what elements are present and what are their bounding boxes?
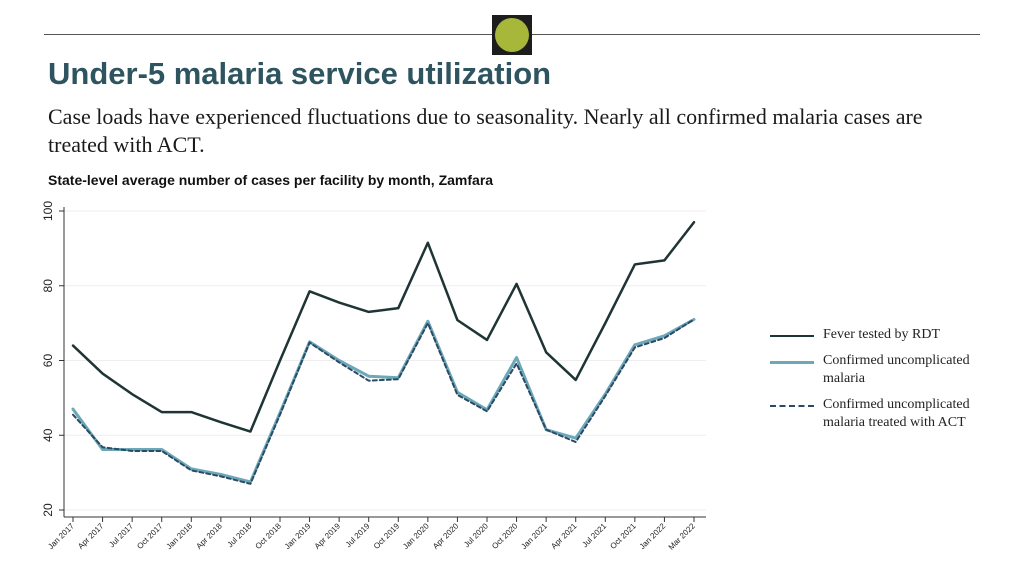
x-tick-label-1: Apr 2017	[76, 521, 106, 551]
page-title: Under-5 malaria service utilization	[48, 56, 552, 91]
x-tick-label-8: Jan 2019	[283, 521, 313, 551]
y-tick-label-60: 60	[41, 354, 55, 368]
x-tick-label-6: Jul 2018	[226, 521, 254, 549]
x-tick-label-13: Apr 2020	[431, 521, 461, 551]
legend-label-fever-tested: Fever tested by RDT	[823, 327, 941, 342]
x-tick-label-4: Jan 2018	[165, 521, 195, 551]
legend-label-treated-act: Confirmed uncomplicated malaria treated …	[823, 397, 970, 430]
x-tick-label-11: Oct 2019	[372, 521, 402, 551]
legend-swatch-confirmed	[770, 361, 814, 364]
x-tick-label-14: Jul 2020	[462, 521, 490, 549]
legend-item-confirmed: Confirmed uncomplicated malaria	[768, 352, 998, 388]
x-tick-label-21: Mar 2022	[667, 521, 698, 552]
x-tick-label-15: Oct 2020	[490, 521, 520, 551]
brand-badge-icon	[492, 15, 532, 55]
x-tick-label-2: Jul 2017	[107, 521, 135, 549]
x-tick-label-17: Apr 2021	[549, 521, 579, 551]
x-tick-label-12: Jan 2020	[401, 521, 431, 551]
series-line-2	[72, 318, 695, 485]
x-tick-label-3: Oct 2017	[135, 521, 165, 551]
x-tick-label-10: Jul 2019	[344, 521, 372, 549]
x-tick-label-0: Jan 2017	[46, 521, 76, 551]
legend-swatch-fever-tested	[770, 335, 814, 337]
x-tick-label-9: Apr 2019	[313, 521, 343, 551]
legend-swatch-treated-act	[770, 405, 814, 407]
chart-title: State-level average number of cases per …	[48, 172, 494, 188]
legend-item-treated-act: Confirmed uncomplicated malaria treated …	[768, 396, 998, 432]
legend-label-confirmed: Confirmed uncomplicated malaria	[823, 353, 970, 386]
y-tick-label-20: 20	[41, 503, 55, 517]
x-tick-label-7: Oct 2018	[254, 521, 284, 551]
series-line-1	[71, 317, 696, 484]
series-line-0	[71, 220, 696, 433]
legend-item-fever-tested: Fever tested by RDT	[768, 326, 998, 344]
x-tick-label-19: Oct 2021	[608, 521, 638, 551]
x-tick-label-16: Jan 2021	[519, 521, 549, 551]
brand-dot-icon	[495, 18, 529, 52]
chart-legend: Fever tested by RDT Confirmed uncomplica…	[768, 326, 998, 440]
y-tick-label-40: 40	[41, 428, 55, 442]
x-tick-label-5: Apr 2018	[194, 521, 224, 551]
x-tick-label-20: Jan 2022	[638, 521, 668, 551]
x-tick-label-18: Jul 2021	[580, 521, 608, 549]
y-tick-label-80: 80	[41, 279, 55, 293]
page-subtitle: Case loads have experienced fluctuations…	[48, 104, 923, 157]
y-tick-label-100: 100	[41, 201, 55, 221]
